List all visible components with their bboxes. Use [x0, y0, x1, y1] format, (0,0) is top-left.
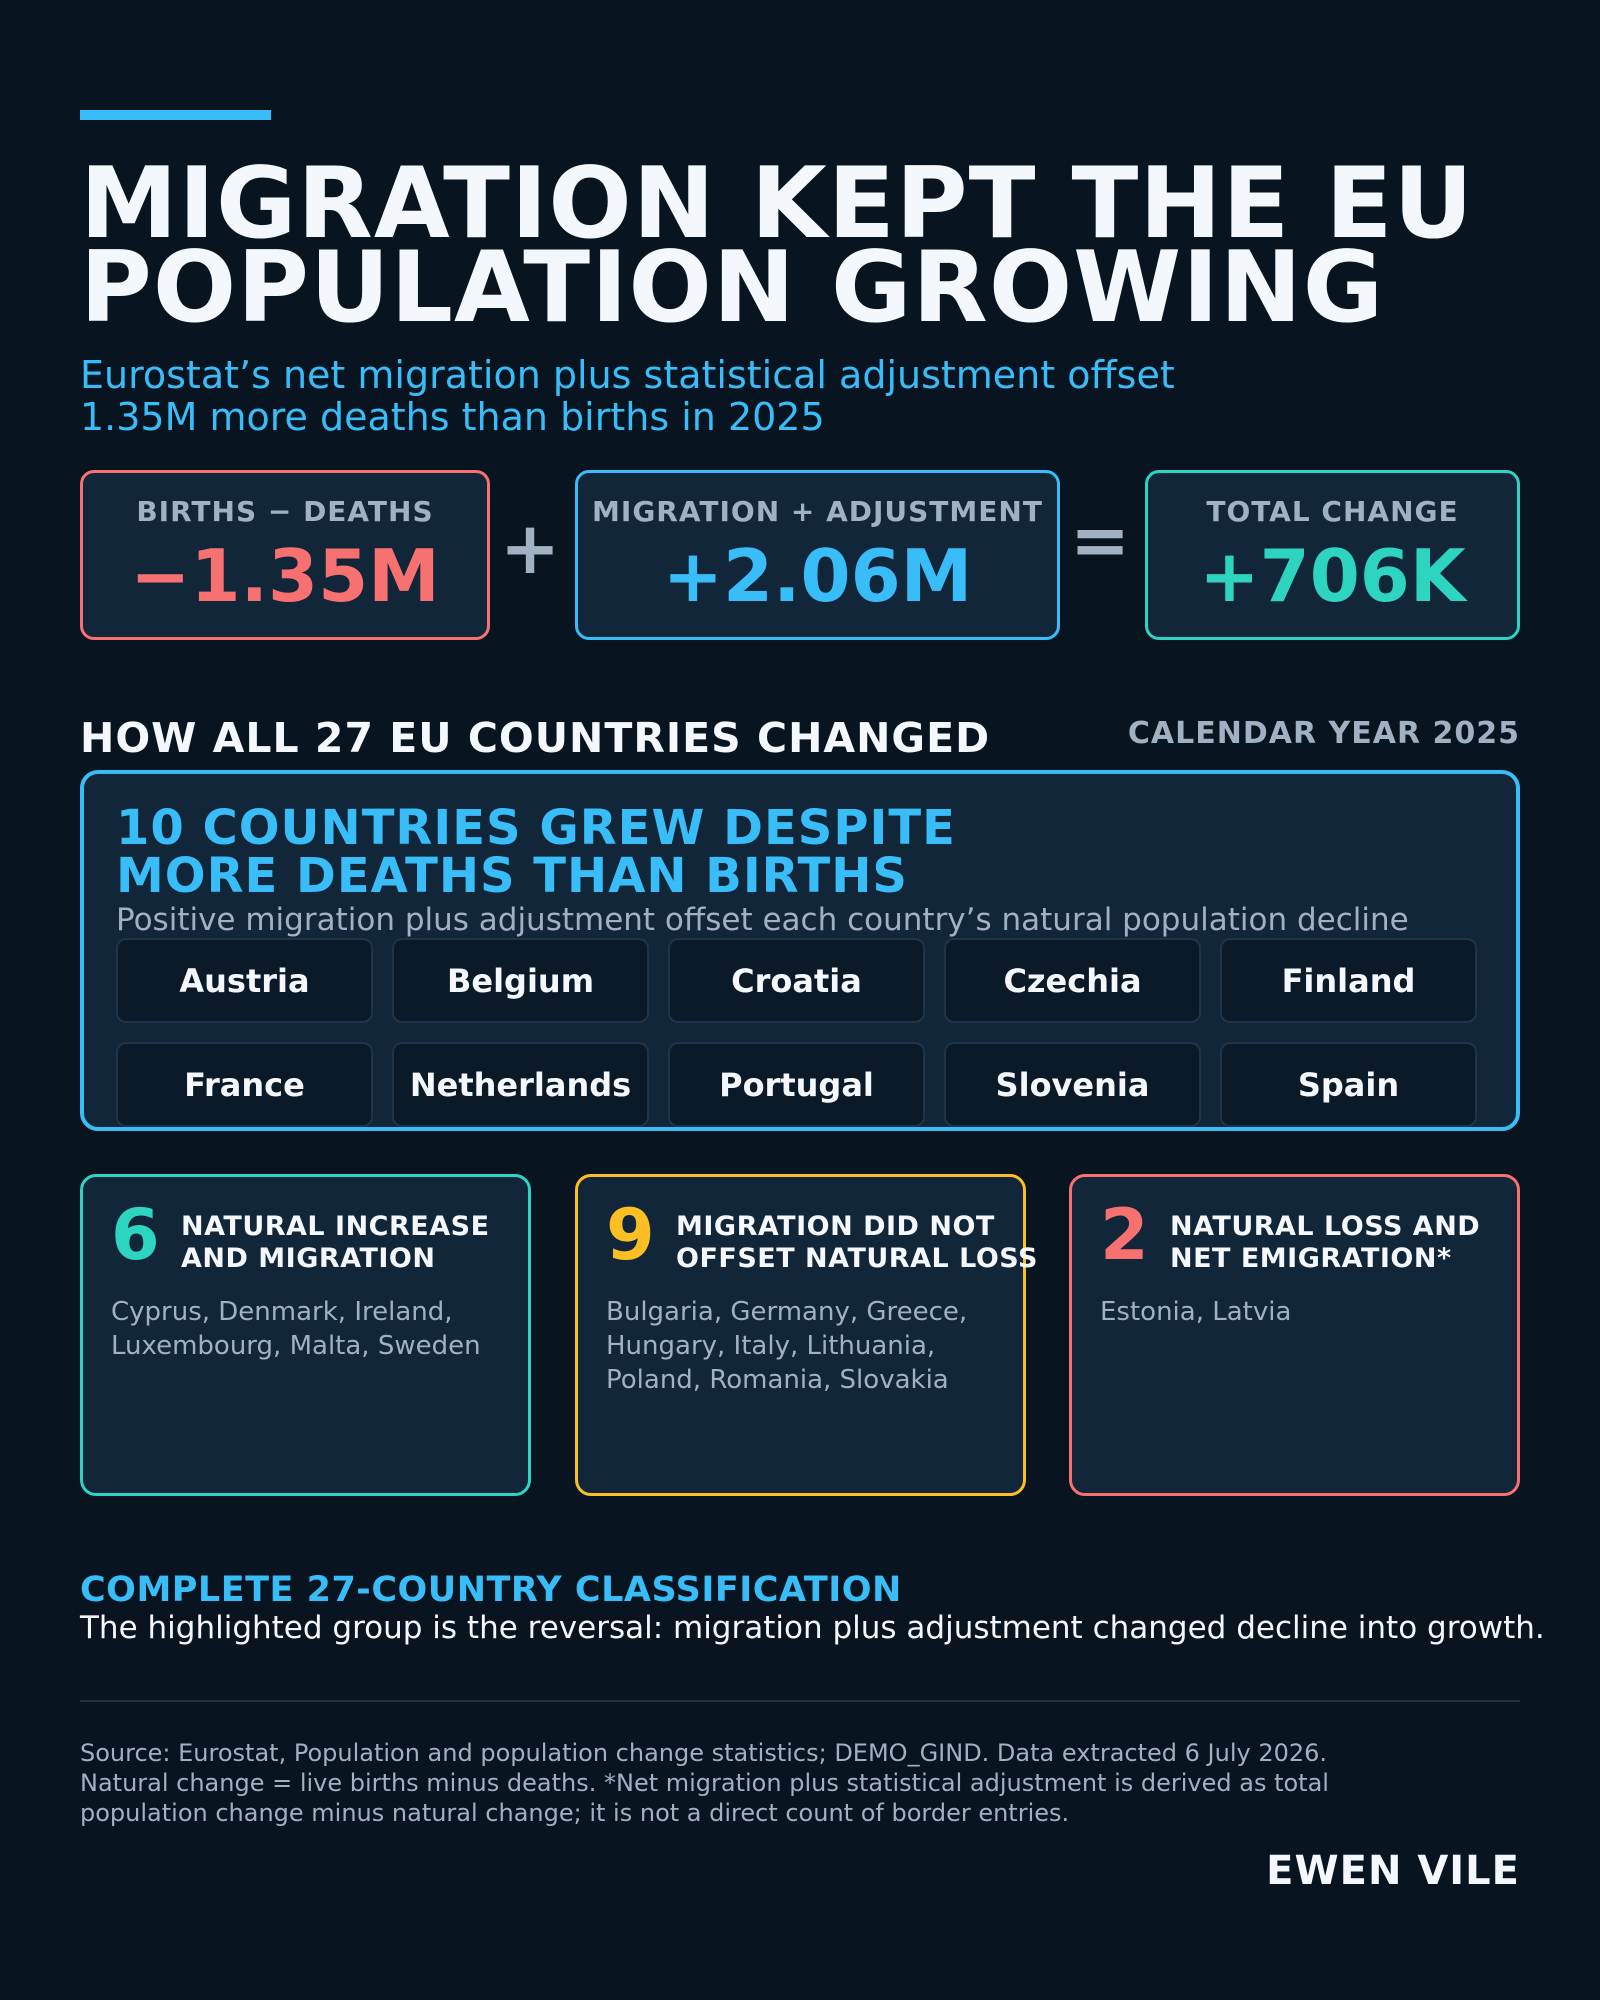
- accent-bar: [80, 110, 271, 120]
- category-country-list: Estonia, Latvia: [1100, 1295, 1500, 1329]
- migration-card: MIGRATION + ADJUSTMENT +2.06M: [575, 470, 1060, 640]
- source-line: Natural change = live births minus death…: [80, 1769, 1329, 1797]
- highlight-panel: 10 COUNTRIES GREW DESPITE MORE DEATHS TH…: [80, 770, 1520, 1131]
- source-line: Source: Eurostat, Population and populat…: [80, 1739, 1328, 1767]
- category-card-increase: 6 NATURAL INCREASE AND MIGRATION Cyprus,…: [80, 1174, 531, 1496]
- category-heading-line: AND MIGRATION: [181, 1243, 436, 1274]
- category-list-line: Poland, Romania, Slovakia: [606, 1365, 949, 1395]
- country-cell: Austria: [116, 938, 373, 1023]
- highlight-title-line-2: MORE DEATHS THAN BIRTHS: [116, 848, 908, 904]
- title-line-1: MIGRATION KEPT THE EU: [80, 147, 1475, 261]
- natural-change-value: −1.35M: [130, 534, 440, 618]
- category-list-line: Bulgaria, Germany, Greece,: [606, 1297, 968, 1327]
- highlight-title: 10 COUNTRIES GREW DESPITE MORE DEATHS TH…: [116, 804, 956, 900]
- category-heading: MIGRATION DID NOT OFFSET NATURAL LOSS: [676, 1211, 1038, 1275]
- natural-change-label: BIRTHS − DEATHS: [136, 495, 434, 528]
- category-list-line: Hungary, Italy, Lithuania,: [606, 1331, 936, 1361]
- highlight-title-line-1: 10 COUNTRIES GREW DESPITE: [116, 800, 956, 856]
- total-change-value: +706K: [1199, 534, 1466, 618]
- migration-value: +2.06M: [662, 534, 973, 618]
- country-cell: Belgium: [392, 938, 649, 1023]
- category-list-line: Cyprus, Denmark, Ireland,: [111, 1297, 453, 1327]
- subtitle-line-2: 1.35M more deaths than births in 2025: [80, 395, 825, 439]
- classification-description: The highlighted group is the reversal: m…: [80, 1610, 1545, 1646]
- total-change-label: TOTAL CHANGE: [1206, 495, 1459, 528]
- country-grid: Austria Belgium Croatia Czechia Finland …: [116, 938, 1477, 1127]
- source-note: Source: Eurostat, Population and populat…: [80, 1738, 1500, 1828]
- title-line-2: POPULATION GROWING: [80, 231, 1385, 345]
- category-count: 6: [111, 1194, 160, 1276]
- category-count: 9: [606, 1194, 655, 1276]
- source-line: population change minus natural change; …: [80, 1799, 1070, 1827]
- migration-label: MIGRATION + ADJUSTMENT: [592, 495, 1043, 528]
- category-country-list: Bulgaria, Germany, Greece, Hungary, Ital…: [606, 1295, 1006, 1397]
- highlight-description: Positive migration plus adjustment offse…: [116, 902, 1409, 938]
- page-title: MIGRATION KEPT THE EU POPULATION GROWING: [80, 147, 1540, 345]
- category-list-line: Estonia, Latvia: [1100, 1297, 1292, 1327]
- equals-operator: =: [1069, 498, 1131, 582]
- total-change-card: TOTAL CHANGE +706K: [1145, 470, 1520, 640]
- page-subtitle: Eurostat’s net migration plus statistica…: [80, 354, 1380, 438]
- country-cell: Croatia: [668, 938, 925, 1023]
- country-cell: Czechia: [944, 938, 1201, 1023]
- country-cell: France: [116, 1042, 373, 1127]
- category-heading-line: NET EMIGRATION*: [1170, 1243, 1452, 1274]
- category-heading: NATURAL INCREASE AND MIGRATION: [181, 1211, 490, 1275]
- category-country-list: Cyprus, Denmark, Ireland, Luxembourg, Ma…: [111, 1295, 511, 1363]
- plus-operator: +: [499, 506, 561, 590]
- category-heading-line: MIGRATION DID NOT: [676, 1211, 995, 1242]
- category-heading-line: NATURAL LOSS AND: [1170, 1211, 1481, 1242]
- country-cell: Finland: [1220, 938, 1477, 1023]
- category-heading-line: OFFSET NATURAL LOSS: [676, 1243, 1038, 1274]
- category-card-not-offset: 9 MIGRATION DID NOT OFFSET NATURAL LOSS …: [575, 1174, 1037, 1496]
- category-count: 2: [1100, 1194, 1149, 1276]
- subtitle-line-1: Eurostat’s net migration plus statistica…: [80, 353, 1175, 397]
- category-heading-line: NATURAL INCREASE: [181, 1211, 490, 1242]
- country-cell: Slovenia: [944, 1042, 1201, 1127]
- category-card-emigration: 2 NATURAL LOSS AND NET EMIGRATION* Eston…: [1069, 1174, 1520, 1496]
- author-credit: EWEN VILE: [1266, 1848, 1520, 1894]
- section-title: HOW ALL 27 EU COUNTRIES CHANGED: [80, 714, 991, 762]
- classification-title: COMPLETE 27-COUNTRY CLASSIFICATION: [80, 1570, 902, 1610]
- natural-change-card: BIRTHS − DEATHS −1.35M: [80, 470, 490, 640]
- category-list-line: Luxembourg, Malta, Sweden: [111, 1331, 481, 1361]
- country-cell: Netherlands: [392, 1042, 649, 1127]
- country-cell: Spain: [1220, 1042, 1477, 1127]
- section-year: CALENDAR YEAR 2025: [1127, 716, 1520, 751]
- divider: [80, 1700, 1520, 1702]
- country-cell: Portugal: [668, 1042, 925, 1127]
- category-heading: NATURAL LOSS AND NET EMIGRATION*: [1170, 1211, 1480, 1275]
